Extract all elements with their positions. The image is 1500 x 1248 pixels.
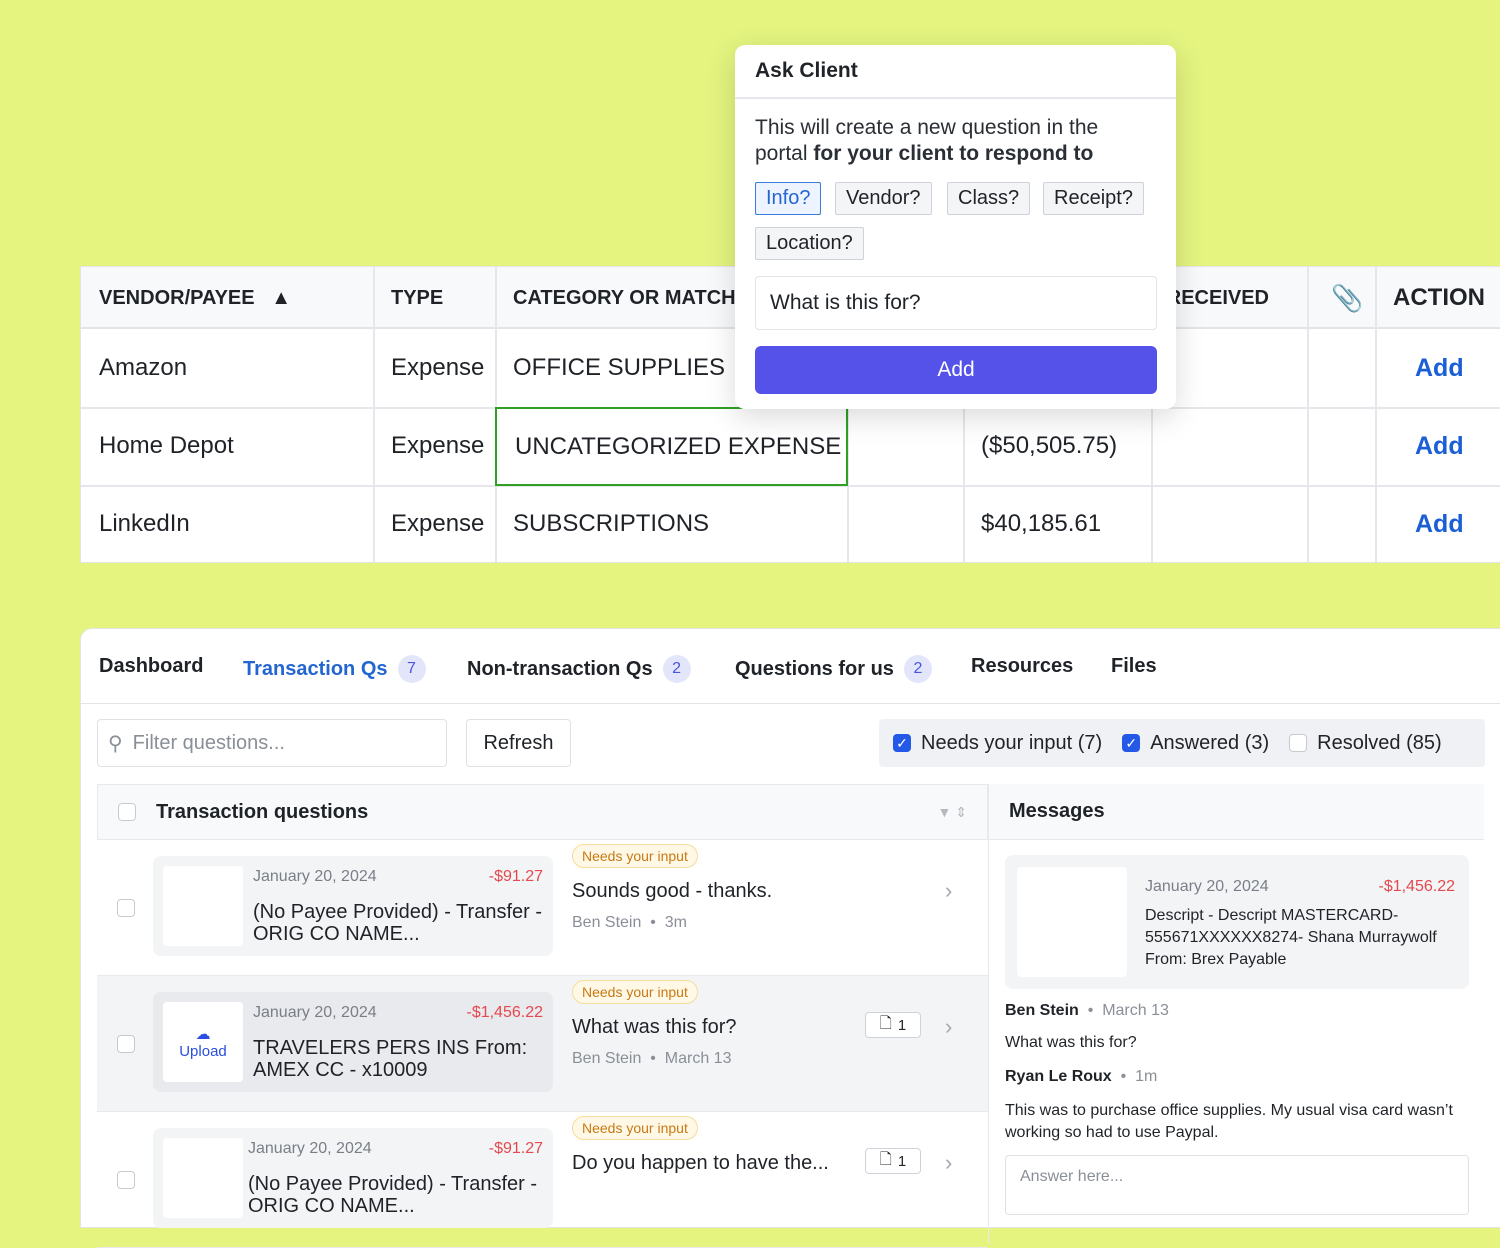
message-text: This was to purchase office supplies. My… xyxy=(1005,1102,1453,1141)
document-icon: 🗋 xyxy=(879,1150,892,1168)
answer-input[interactable]: Answer here... xyxy=(1005,1155,1469,1215)
chevron-right-icon[interactable]: › xyxy=(945,878,953,903)
header-vendor[interactable]: VENDOR/PAYEE ▲ xyxy=(99,286,292,309)
refresh-button[interactable]: Refresh xyxy=(466,719,571,767)
chip-receipt[interactable]: Receipt? xyxy=(1043,182,1144,215)
tab-resources[interactable]: Resources xyxy=(971,655,1074,677)
paperclip-icon: 📎 xyxy=(1331,282,1364,313)
ask-client-popover: Ask Client This will create a new questi… xyxy=(735,45,1176,409)
header-received[interactable]: RECEIVED xyxy=(1166,286,1269,309)
add-button[interactable]: Add xyxy=(1415,431,1464,460)
tab-transaction-qs[interactable]: Transaction Qs 7 xyxy=(243,655,426,683)
amount-cell: ($50,505.75) xyxy=(981,432,1118,459)
filter-input[interactable]: ⚲ Filter questions... xyxy=(97,719,447,767)
messages-title: Messages xyxy=(989,784,1484,840)
type-cell: Expense xyxy=(391,432,485,459)
search-icon: ⚲ xyxy=(108,732,123,755)
status-filters: ✓ Needs your input (7) ✓ Answered (3) Reso… xyxy=(879,719,1485,767)
answered-checkbox[interactable]: ✓ Answered (3) xyxy=(1122,732,1269,755)
status-badge: Needs your input xyxy=(572,844,698,868)
message-meta: Ryan Le Roux • 1m xyxy=(1005,1068,1158,1085)
tab-questions-for-us[interactable]: Questions for us 2 xyxy=(735,655,932,683)
row-checkbox[interactable] xyxy=(117,1171,135,1189)
count-badge: 2 xyxy=(903,655,932,683)
header-category[interactable]: CATEGORY OR MATCH xyxy=(513,286,736,309)
chip-vendor[interactable]: Vendor? xyxy=(835,182,932,215)
attachment-count[interactable]: 🗋 1 xyxy=(865,1148,921,1174)
receipt-thumbnail xyxy=(163,1138,243,1218)
status-badge: Needs your input xyxy=(572,1116,698,1140)
category-cell-selected[interactable]: UNCATEGORIZED EXPENSE xyxy=(495,407,848,486)
add-question-button[interactable]: Add xyxy=(755,346,1157,394)
add-button[interactable]: Add xyxy=(1415,353,1464,382)
amount-cell: $40,185.61 xyxy=(981,510,1102,537)
type-cell: Expense xyxy=(391,354,485,381)
transaction-card: January 20, 2024 -$1,456.22 Descript - D… xyxy=(1005,855,1469,989)
tab-non-transaction-qs[interactable]: Non-transaction Qs 2 xyxy=(467,655,691,683)
chip-info[interactable]: Info? xyxy=(755,182,822,215)
popover-title: Ask Client xyxy=(755,59,858,82)
receipt-thumbnail xyxy=(163,866,243,946)
header-action: ACTION xyxy=(1393,284,1485,311)
document-icon: 🗋 xyxy=(879,1014,892,1032)
needs-input-checkbox[interactable]: ✓ Needs your input (7) xyxy=(893,732,1102,755)
count-badge: 2 xyxy=(662,655,691,683)
vendor-cell: LinkedIn xyxy=(99,510,190,537)
select-all-checkbox[interactable] xyxy=(118,803,136,821)
vendor-cell: Amazon xyxy=(99,354,188,381)
client-portal-panel: Dashboard Transaction Qs 7 Non-transactio… xyxy=(80,628,1500,1248)
row-checkbox[interactable] xyxy=(117,1035,135,1053)
resolved-checkbox[interactable]: Resolved (85) xyxy=(1289,732,1442,755)
add-button[interactable]: Add xyxy=(1415,509,1464,538)
upload-cloud-icon: ☁ xyxy=(195,1025,211,1043)
filter-sort-icon[interactable]: ▼ ⇕ xyxy=(937,803,967,820)
count-badge: 7 xyxy=(397,655,426,683)
list-header: Transaction questions ▼ ⇕ xyxy=(97,784,988,840)
attachment-count[interactable]: 🗋 1 xyxy=(865,1012,921,1038)
message-meta: Ben Stein • March 13 xyxy=(1005,1002,1169,1019)
message-text: What was this for? xyxy=(1005,1034,1137,1051)
chip-class[interactable]: Class? xyxy=(947,182,1031,215)
category-cell[interactable]: OFFICE SUPPLIES xyxy=(513,354,726,381)
messages-pane: Messages January 20, 2024 -$1,456.22 Des… xyxy=(988,784,1484,1244)
upload-button[interactable]: ☁ Upload xyxy=(163,1002,243,1082)
question-row[interactable]: January 20, 2024 -$91.27 (No Payee Provide… xyxy=(97,840,988,976)
vendor-cell: Home Depot xyxy=(99,432,234,459)
type-cell: Expense xyxy=(391,510,485,537)
tab-dashboard[interactable]: Dashboard xyxy=(99,655,204,677)
question-input[interactable]: What is this for? xyxy=(755,276,1157,330)
row-checkbox[interactable] xyxy=(117,899,135,917)
popover-description: This will create a new question in the p… xyxy=(755,116,1099,165)
chevron-right-icon[interactable]: › xyxy=(945,1014,953,1039)
sort-asc-icon: ▲ xyxy=(271,286,292,309)
category-cell[interactable]: SUBSCRIPTIONS xyxy=(513,510,710,537)
chip-location[interactable]: Location? xyxy=(755,227,864,260)
question-row[interactable]: ☁ Upload January 20, 2024 -$1,456.22 TRAVELE… xyxy=(97,976,988,1112)
tab-files[interactable]: Files xyxy=(1111,655,1157,677)
chevron-right-icon[interactable]: › xyxy=(945,1150,953,1175)
status-badge: Needs your input xyxy=(572,980,698,1004)
header-type[interactable]: TYPE xyxy=(391,286,444,309)
question-row[interactable]: January 20, 2024 -$91.27 (No Payee Provide… xyxy=(97,1112,988,1248)
